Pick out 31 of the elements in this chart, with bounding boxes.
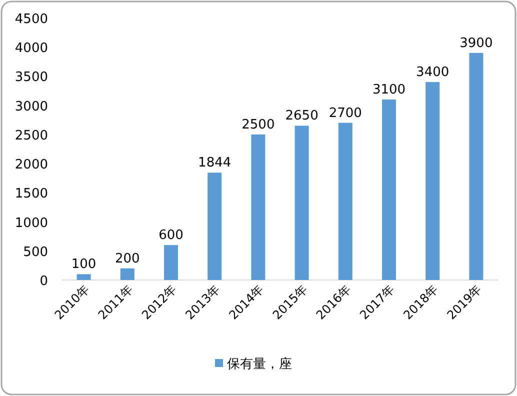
y-tick-label: 3500: [14, 70, 48, 86]
y-tick-label: 2000: [14, 158, 48, 173]
bar: [208, 172, 222, 280]
y-tick-label: 3000: [14, 99, 48, 114]
bar: [76, 274, 91, 280]
data-label: 200: [114, 251, 140, 266]
data-label: 3400: [416, 65, 450, 80]
data-label: 600: [158, 228, 184, 244]
y-tick-label: 1500: [14, 186, 48, 202]
data-label: 2500: [242, 117, 275, 132]
bar: [251, 134, 266, 280]
data-label: 100: [71, 257, 96, 272]
y-tick-label: 4000: [14, 41, 48, 56]
bar: [382, 100, 396, 280]
bar: [164, 245, 178, 280]
bar: [338, 122, 352, 280]
data-label: 2700: [328, 106, 362, 121]
legend-label: 保有量，座: [227, 356, 292, 372]
bar: [294, 126, 309, 280]
y-tick-label: 1000: [14, 216, 48, 231]
data-label: 3900: [460, 36, 493, 51]
bar: [426, 82, 440, 280]
bar: [469, 52, 484, 280]
data-label: 2650: [285, 108, 318, 124]
y-tick-label: 2500: [14, 128, 48, 144]
data-label: 1844: [198, 156, 232, 171]
data-label: 3100: [372, 82, 406, 98]
bar: [120, 268, 134, 280]
y-tick-label: 4500: [14, 12, 48, 27]
y-tick-label: 500: [23, 244, 48, 260]
y-tick-label: 0: [40, 274, 48, 289]
